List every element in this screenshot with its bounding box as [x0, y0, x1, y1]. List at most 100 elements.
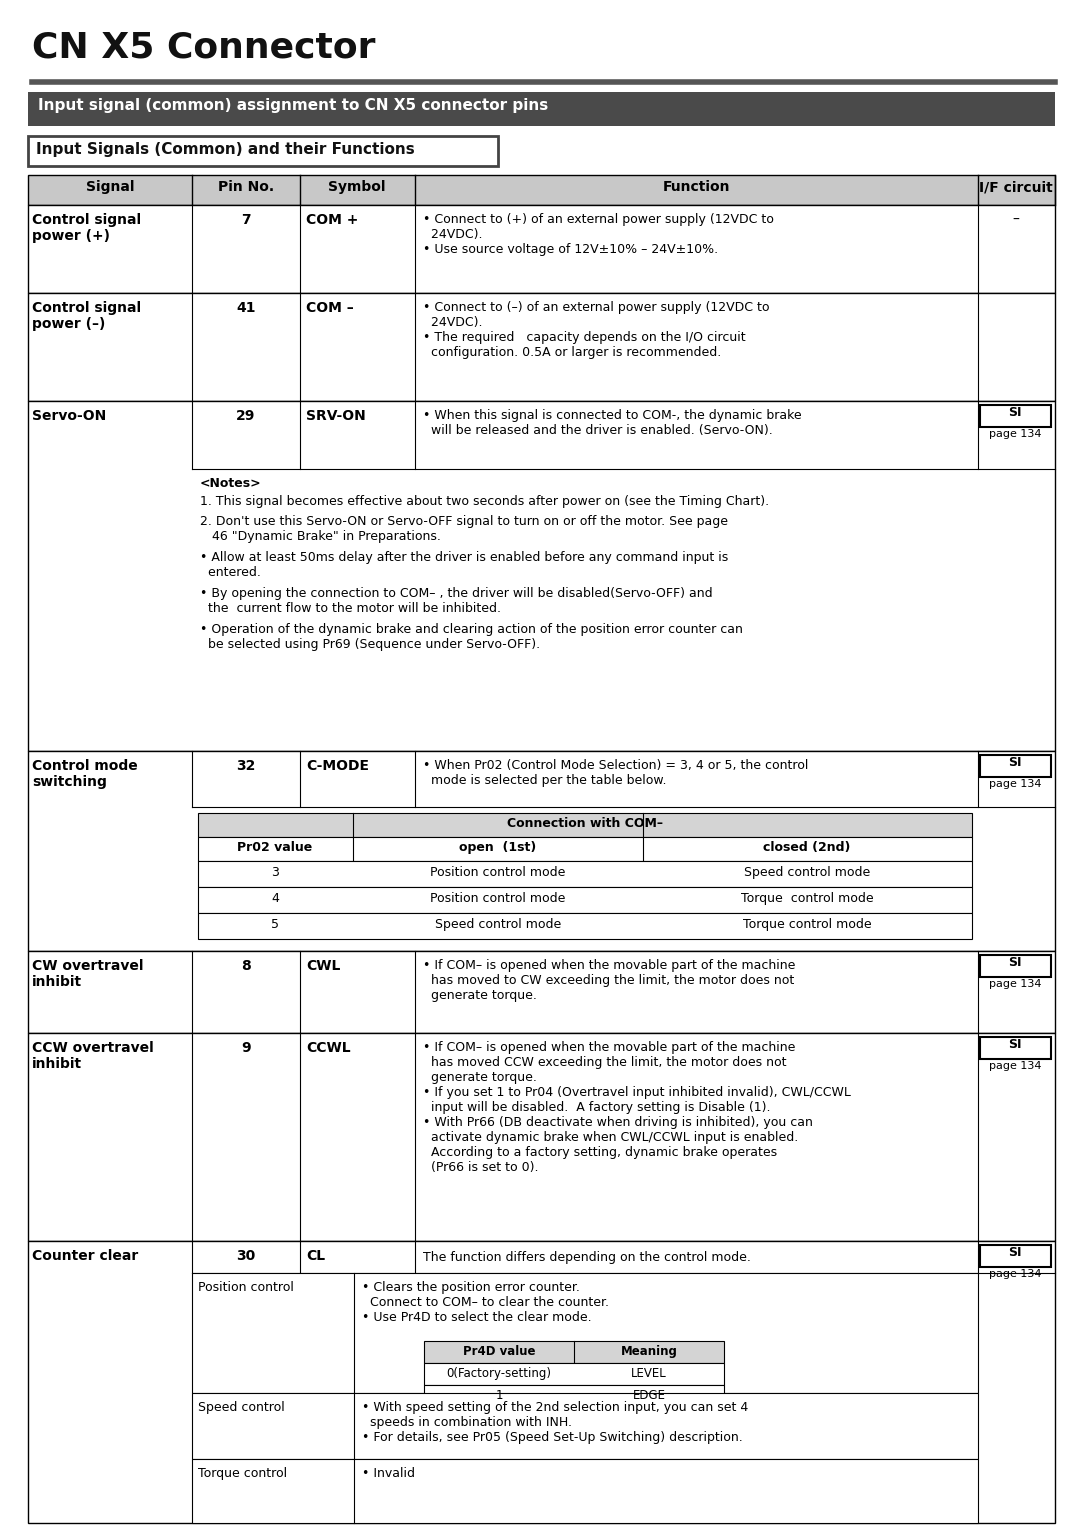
Text: COM +: COM +: [306, 212, 359, 228]
Text: page 134: page 134: [989, 1060, 1041, 1071]
Text: Counter clear: Counter clear: [32, 1248, 138, 1264]
Text: Pr4D value: Pr4D value: [462, 1345, 536, 1358]
Text: • If COM– is opened when the movable part of the machine
  has moved to CW excee: • If COM– is opened when the movable par…: [423, 960, 795, 1002]
Text: –: –: [1013, 212, 1020, 228]
Text: 9: 9: [241, 1041, 251, 1054]
Text: I/F circuit: I/F circuit: [980, 180, 1053, 194]
Text: The function differs depending on the control mode.: The function differs depending on the co…: [423, 1251, 751, 1264]
Text: 5: 5: [271, 918, 279, 931]
Text: SRV-ON: SRV-ON: [306, 410, 366, 423]
Text: page 134: page 134: [989, 429, 1041, 439]
Bar: [198, 837, 972, 860]
Text: Control signal
power (–): Control signal power (–): [32, 301, 141, 332]
Text: CWL: CWL: [306, 960, 340, 973]
Bar: [28, 950, 1055, 1033]
Bar: [198, 813, 972, 837]
Text: • With speed setting of the 2nd selection input, you can set 4
  speeds in combi: • With speed setting of the 2nd selectio…: [362, 1401, 748, 1444]
Text: • If COM– is opened when the movable part of the machine
  has moved CCW exceedi: • If COM– is opened when the movable par…: [423, 1041, 851, 1174]
Text: C-MODE: C-MODE: [306, 759, 369, 773]
Text: Pr02 value: Pr02 value: [238, 840, 312, 854]
Text: CW overtravel
inhibit: CW overtravel inhibit: [32, 960, 144, 989]
Text: Symbol: Symbol: [328, 180, 386, 194]
Bar: [980, 755, 1051, 778]
Text: 3: 3: [271, 866, 279, 879]
Text: COM –: COM –: [306, 301, 354, 315]
Bar: [980, 955, 1051, 976]
Text: Speed control mode: Speed control mode: [744, 866, 870, 879]
Bar: [980, 1038, 1051, 1059]
Text: Torque control: Torque control: [198, 1467, 287, 1481]
Text: 8: 8: [241, 960, 251, 973]
Text: Meaning: Meaning: [621, 1345, 677, 1358]
Text: Position control mode: Position control mode: [430, 866, 566, 879]
Text: Torque control mode: Torque control mode: [743, 918, 872, 931]
Text: Connection with COM–: Connection with COM–: [507, 817, 663, 830]
Text: page 134: page 134: [989, 779, 1041, 788]
Bar: [192, 1273, 978, 1394]
Text: • Clears the position error counter.
  Connect to COM– to clear the counter.
• U: • Clears the position error counter. Con…: [362, 1280, 609, 1323]
Text: Function: Function: [662, 180, 730, 194]
Bar: [28, 136, 498, 167]
Text: • Connect to (+) of an external power supply (12VDC to
  24VDC).
• Use source vo: • Connect to (+) of an external power su…: [423, 212, 774, 257]
Text: 29: 29: [237, 410, 256, 423]
Bar: [198, 886, 972, 914]
Text: 41: 41: [237, 301, 256, 315]
Bar: [28, 400, 1055, 750]
Text: Input Signals (Common) and their Functions: Input Signals (Common) and their Functio…: [36, 142, 415, 157]
Text: Signal: Signal: [85, 180, 134, 194]
Text: Torque  control mode: Torque control mode: [741, 892, 874, 905]
Bar: [28, 1241, 1055, 1523]
Text: <Notes>: <Notes>: [200, 477, 261, 490]
Bar: [28, 1033, 1055, 1241]
Text: 7: 7: [241, 212, 251, 228]
Bar: [424, 1363, 724, 1384]
Text: • Operation of the dynamic brake and clearing action of the position error count: • Operation of the dynamic brake and cle…: [200, 623, 743, 651]
Text: Servo-ON: Servo-ON: [32, 410, 106, 423]
Text: 0(Factory-setting): 0(Factory-setting): [446, 1368, 552, 1380]
Text: 1. This signal becomes effective about two seconds after power on (see the Timin: 1. This signal becomes effective about t…: [200, 495, 769, 507]
Text: Speed control: Speed control: [198, 1401, 285, 1413]
Text: EDGE: EDGE: [633, 1389, 665, 1403]
Text: • When this signal is connected to COM-, the dynamic brake
  will be released an: • When this signal is connected to COM-,…: [423, 410, 801, 437]
Text: Input signal (common) assignment to CN X5 connector pins: Input signal (common) assignment to CN X…: [38, 98, 549, 113]
Text: SI: SI: [1009, 1038, 1022, 1051]
Text: page 134: page 134: [989, 1268, 1041, 1279]
Text: 2. Don't use this Servo-ON or Servo-OFF signal to turn on or off the motor. See : 2. Don't use this Servo-ON or Servo-OFF …: [200, 515, 728, 542]
Text: page 134: page 134: [989, 979, 1041, 989]
Bar: [424, 1342, 724, 1363]
Text: SI: SI: [1009, 957, 1022, 969]
Text: 30: 30: [237, 1248, 256, 1264]
Bar: [424, 1384, 724, 1407]
Text: • By opening the connection to COM– , the driver will be disabled(Servo-OFF) and: • By opening the connection to COM– , th…: [200, 587, 713, 614]
Bar: [28, 750, 1055, 950]
Text: SI: SI: [1009, 756, 1022, 769]
Text: • When Pr02 (Control Mode Selection) = 3, 4 or 5, the control
  mode is selected: • When Pr02 (Control Mode Selection) = 3…: [423, 759, 808, 787]
Text: Position control: Position control: [198, 1280, 294, 1294]
Text: • Allow at least 50ms delay after the driver is enabled before any command input: • Allow at least 50ms delay after the dr…: [200, 552, 728, 579]
Text: Speed control mode: Speed control mode: [435, 918, 562, 931]
Text: • Connect to (–) of an external power supply (12VDC to
  24VDC).
• The required : • Connect to (–) of an external power su…: [423, 301, 769, 359]
Text: CCWL: CCWL: [306, 1041, 351, 1054]
Bar: [28, 176, 1055, 205]
Bar: [198, 860, 972, 886]
Bar: [28, 293, 1055, 400]
Text: • Invalid: • Invalid: [362, 1467, 415, 1481]
Bar: [980, 1245, 1051, 1267]
Text: Control mode
switching: Control mode switching: [32, 759, 138, 788]
Text: Position control mode: Position control mode: [430, 892, 566, 905]
Bar: [192, 1394, 978, 1459]
Text: CCW overtravel
inhibit: CCW overtravel inhibit: [32, 1041, 153, 1071]
Bar: [198, 914, 972, 940]
Text: CL: CL: [306, 1248, 325, 1264]
Bar: [980, 405, 1051, 426]
Text: closed (2nd): closed (2nd): [764, 840, 851, 854]
Bar: [28, 205, 1055, 293]
Text: open  (1st): open (1st): [459, 840, 537, 854]
Text: 1: 1: [496, 1389, 503, 1403]
Text: Control signal
power (+): Control signal power (+): [32, 212, 141, 243]
Text: 4: 4: [271, 892, 279, 905]
Text: SI: SI: [1009, 406, 1022, 419]
Bar: [192, 1459, 978, 1523]
Text: LEVEL: LEVEL: [631, 1368, 666, 1380]
Text: CN X5 Connector: CN X5 Connector: [32, 31, 376, 64]
